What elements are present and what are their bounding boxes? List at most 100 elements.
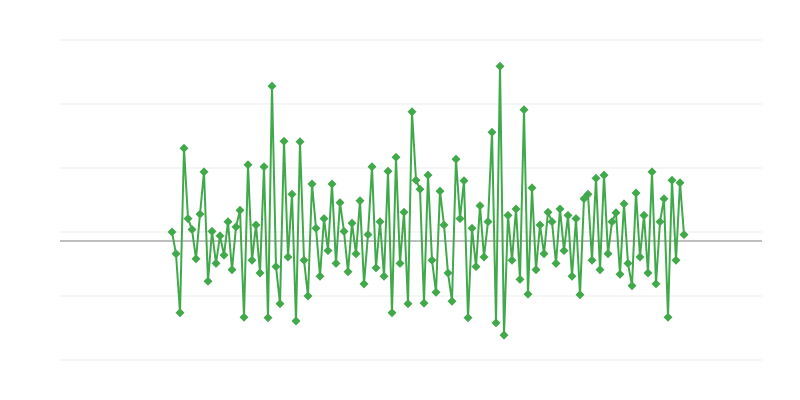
diamond-marker — [411, 175, 421, 185]
diamond-marker — [575, 290, 585, 300]
diamond-marker — [479, 252, 489, 262]
diamond-marker — [175, 308, 185, 318]
diamond-marker — [303, 291, 313, 301]
diamond-marker — [355, 196, 365, 206]
diamond-marker — [179, 143, 189, 153]
diamond-marker — [191, 254, 201, 264]
diamond-marker — [567, 271, 577, 281]
diamond-marker — [559, 246, 569, 256]
diamond-marker — [507, 255, 517, 265]
diamond-marker — [423, 170, 433, 180]
diamond-marker — [299, 255, 309, 265]
diamond-marker — [395, 258, 405, 268]
diamond-marker — [219, 250, 229, 260]
diamond-marker — [491, 318, 501, 328]
diamond-marker — [387, 308, 397, 318]
diamond-marker — [327, 179, 337, 189]
diamond-marker — [275, 299, 285, 309]
diamond-marker — [515, 274, 525, 284]
diamond-marker — [455, 214, 465, 224]
diamond-marker — [287, 189, 297, 199]
diamond-marker — [599, 170, 609, 180]
diamond-marker — [391, 152, 401, 162]
diamond-marker — [267, 81, 277, 91]
diamond-marker — [571, 214, 581, 224]
diamond-marker — [467, 223, 477, 233]
diamond-marker — [371, 263, 381, 273]
diamond-marker — [547, 217, 557, 227]
diamond-marker — [615, 269, 625, 279]
diamond-marker — [407, 107, 417, 117]
diamond-marker — [171, 249, 181, 259]
diamond-marker — [635, 252, 645, 262]
diamond-marker — [263, 313, 273, 323]
diamond-marker — [199, 167, 209, 177]
diamond-marker — [511, 204, 521, 214]
diamond-marker — [643, 268, 653, 278]
diamond-marker — [235, 205, 245, 215]
diamond-marker — [379, 271, 389, 281]
diamond-marker — [359, 279, 369, 289]
diamond-marker — [339, 226, 349, 236]
diamond-marker — [435, 186, 445, 196]
diamond-marker — [675, 178, 685, 188]
diamond-marker — [319, 214, 329, 224]
diamond-marker — [443, 268, 453, 278]
diamond-marker — [427, 255, 437, 265]
diamond-marker — [415, 184, 425, 194]
diamond-marker — [651, 279, 661, 289]
diamond-marker — [195, 209, 205, 219]
diamond-marker — [595, 265, 605, 275]
diamond-marker — [639, 210, 649, 220]
diamond-marker — [591, 173, 601, 183]
diamond-marker — [203, 276, 213, 286]
diamond-marker — [551, 258, 561, 268]
diamond-marker — [255, 268, 265, 278]
series-line — [171, 65, 685, 337]
diamond-marker — [471, 262, 481, 272]
diamond-marker — [487, 127, 497, 137]
diamond-marker — [531, 265, 541, 275]
diamond-marker — [631, 188, 641, 198]
diamond-marker — [663, 312, 673, 322]
diamond-marker — [243, 160, 253, 170]
diamond-marker — [659, 194, 669, 204]
diamond-marker — [463, 313, 473, 323]
diamond-marker — [343, 267, 353, 277]
diamond-marker — [187, 225, 197, 234]
diamond-marker — [519, 105, 529, 115]
diamond-marker — [239, 312, 249, 322]
diamond-marker — [259, 162, 269, 172]
diamond-marker — [223, 217, 233, 227]
diamond-marker — [603, 249, 613, 259]
diamond-marker — [619, 199, 629, 209]
diamond-marker — [495, 61, 505, 71]
diamond-marker — [655, 217, 665, 227]
diamond-marker — [215, 231, 225, 241]
diamond-marker — [363, 230, 373, 240]
diamond-marker — [331, 258, 341, 268]
diamond-marker — [399, 207, 409, 217]
diamond-marker — [207, 226, 217, 236]
diamond-marker — [583, 189, 593, 199]
diamond-marker — [307, 179, 317, 189]
diamond-marker — [247, 255, 257, 265]
diamond-marker — [527, 183, 537, 193]
diamond-marker — [211, 258, 221, 268]
diamond-marker — [167, 227, 177, 237]
diamond-marker — [367, 162, 377, 172]
diamond-marker — [671, 255, 681, 265]
diamond-marker — [431, 287, 441, 297]
diamond-marker — [351, 249, 361, 259]
diamond-marker — [451, 154, 461, 164]
diamond-marker — [311, 223, 321, 233]
diamond-marker — [611, 208, 621, 218]
diamond-marker — [439, 220, 449, 230]
diamond-marker — [419, 298, 429, 308]
series-markers — [167, 61, 689, 340]
diamond-marker — [375, 217, 385, 227]
diamond-marker — [295, 137, 305, 147]
diamond-marker — [543, 207, 553, 217]
diamond-marker — [227, 265, 237, 275]
